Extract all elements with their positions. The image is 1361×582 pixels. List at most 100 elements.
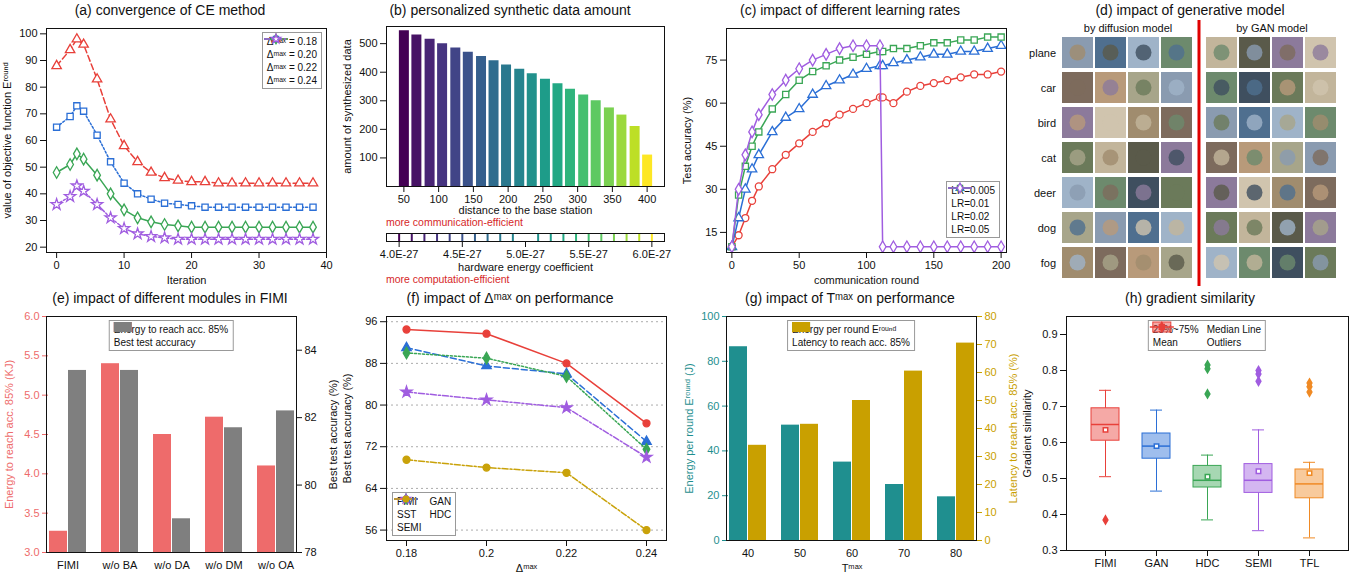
svg-text:100: 100	[429, 193, 447, 205]
svg-text:Best test accuracy (%): Best test accuracy (%)	[341, 373, 353, 483]
svg-text:100: 100	[857, 259, 875, 271]
svg-text:84: 84	[305, 344, 317, 356]
svg-text:20: 20	[25, 241, 37, 253]
svg-text:0.8: 0.8	[1042, 364, 1057, 376]
svg-text:100: 100	[19, 27, 37, 39]
svg-text:350: 350	[603, 193, 621, 205]
svg-text:60: 60	[707, 400, 719, 412]
svg-text:0.18: 0.18	[396, 547, 417, 559]
svg-text:80: 80	[365, 399, 377, 411]
svg-text:50: 50	[985, 394, 997, 406]
svg-text:by GAN model: by GAN model	[1236, 22, 1308, 34]
svg-text:200: 200	[992, 259, 1010, 271]
svg-text:4.0E-27: 4.0E-27	[380, 248, 419, 260]
svg-text:30: 30	[985, 450, 997, 462]
svg-text:100: 100	[701, 310, 719, 322]
svg-text:20: 20	[707, 489, 719, 501]
svg-text:6.0E-27: 6.0E-27	[633, 248, 672, 260]
svg-text:fog: fog	[1041, 257, 1056, 269]
svg-text:distance to the base station: distance to the base station	[459, 204, 593, 216]
svg-text:0: 0	[713, 534, 719, 546]
svg-text:80: 80	[707, 355, 719, 367]
svg-text:hardware energy coefficient: hardware energy coefficient	[458, 261, 593, 273]
svg-text:4.0: 4.0	[24, 467, 39, 479]
svg-text:5.5: 5.5	[24, 349, 39, 361]
svg-text:cat: cat	[1041, 152, 1056, 164]
svg-text:Test accuracy (%): Test accuracy (%)	[681, 97, 693, 184]
svg-text:80: 80	[950, 547, 962, 559]
svg-text:82: 82	[305, 411, 317, 423]
svg-text:3.0: 3.0	[24, 546, 39, 558]
svg-text:Best test accuracy (%): Best test accuracy (%)	[327, 379, 339, 489]
svg-text:80: 80	[985, 310, 997, 322]
svg-text:45: 45	[705, 140, 717, 152]
svg-text:Iteration: Iteration	[167, 274, 207, 286]
svg-text:60: 60	[705, 97, 717, 109]
svg-text:by diffusion model: by diffusion model	[1084, 22, 1172, 34]
svg-text:10: 10	[985, 506, 997, 518]
svg-text:40: 40	[25, 187, 37, 199]
svg-text:car: car	[1041, 82, 1057, 94]
svg-text:150: 150	[925, 259, 943, 271]
svg-text:Δᵐᵃˣ: Δᵐᵃˣ	[516, 562, 538, 574]
svg-text:0.3: 0.3	[1042, 544, 1057, 556]
svg-text:80: 80	[305, 479, 317, 491]
svg-text:20: 20	[985, 478, 997, 490]
svg-text:30: 30	[253, 259, 265, 271]
svg-text:Energy to reach acc. 85% (KJ): Energy to reach acc. 85% (KJ)	[3, 360, 15, 509]
svg-text:300: 300	[359, 94, 377, 106]
svg-text:5.0: 5.0	[24, 389, 39, 401]
svg-text:5.0E-27: 5.0E-27	[506, 248, 545, 260]
svg-text:50: 50	[25, 161, 37, 173]
svg-text:3.5: 3.5	[24, 507, 39, 519]
svg-text:w/o OA: w/o OA	[257, 559, 295, 571]
svg-text:60: 60	[846, 547, 858, 559]
svg-text:FIMI: FIMI	[1095, 557, 1117, 569]
svg-text:bird: bird	[1038, 117, 1056, 129]
svg-text:75: 75	[705, 54, 717, 66]
svg-text:0: 0	[985, 534, 991, 546]
svg-text:40: 40	[707, 444, 719, 456]
svg-text:400: 400	[359, 66, 377, 78]
svg-text:Latency to reach acc. 85% (%): Latency to reach acc. 85% (%)	[1007, 354, 1019, 504]
svg-text:0: 0	[729, 259, 735, 271]
svg-text:40: 40	[985, 422, 997, 434]
svg-text:400: 400	[638, 193, 656, 205]
svg-text:w/o DM: w/o DM	[204, 559, 242, 571]
svg-text:w/o BA: w/o BA	[102, 559, 139, 571]
svg-text:90: 90	[25, 54, 37, 66]
svg-text:96: 96	[365, 315, 377, 327]
svg-text:TFL: TFL	[1300, 557, 1320, 569]
svg-text:500: 500	[359, 37, 377, 49]
svg-text:Gradient similarity: Gradient similarity	[1021, 389, 1033, 478]
svg-text:0.5: 0.5	[1042, 472, 1057, 484]
svg-text:200: 200	[359, 123, 377, 135]
svg-text:w/o DA: w/o DA	[153, 559, 190, 571]
svg-text:40: 40	[742, 547, 754, 559]
svg-text:0.22: 0.22	[556, 547, 577, 559]
svg-text:10: 10	[118, 259, 130, 271]
svg-text:HDC: HDC	[1196, 557, 1220, 569]
svg-text:30: 30	[25, 214, 37, 226]
svg-text:0.7: 0.7	[1042, 400, 1057, 412]
svg-text:0: 0	[54, 259, 60, 271]
svg-text:80: 80	[25, 81, 37, 93]
svg-text:plane: plane	[1029, 47, 1056, 59]
svg-text:78: 78	[305, 546, 317, 558]
svg-text:dog: dog	[1038, 222, 1056, 234]
svg-text:4.5E-27: 4.5E-27	[443, 248, 482, 260]
svg-text:70: 70	[25, 107, 37, 119]
svg-text:6.0: 6.0	[24, 310, 39, 322]
svg-text:50: 50	[398, 193, 410, 205]
svg-text:0.9: 0.9	[1042, 328, 1057, 340]
svg-text:4.5: 4.5	[24, 428, 39, 440]
svg-text:communication round: communication round	[814, 274, 919, 286]
svg-text:100: 100	[359, 151, 377, 163]
svg-text:SEMI: SEMI	[1245, 557, 1272, 569]
svg-text:40: 40	[320, 259, 332, 271]
svg-text:15: 15	[705, 226, 717, 238]
svg-text:60: 60	[985, 366, 997, 378]
svg-text:deer: deer	[1034, 187, 1056, 199]
svg-text:0.24: 0.24	[636, 547, 657, 559]
svg-text:64: 64	[365, 482, 377, 494]
